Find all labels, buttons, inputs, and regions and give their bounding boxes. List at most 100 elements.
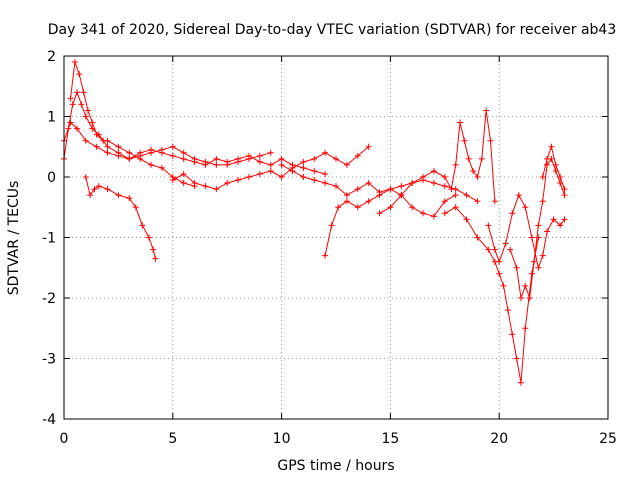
data-point [496,270,503,277]
data-point [213,155,220,162]
series-trace [444,206,539,384]
data-point [504,307,511,314]
y-tick-label: 2 [47,49,56,65]
data-point [126,149,133,156]
data-point [213,161,220,168]
data-point [333,183,339,190]
data-point [343,198,350,205]
data-point [522,204,529,211]
data-point [67,95,74,102]
data-point [463,216,470,223]
data-point [539,198,546,205]
data-point [224,158,231,165]
data-point [333,155,339,162]
data-point [256,170,263,177]
axis-ticks [63,55,609,420]
data-point [91,186,98,193]
data-point [441,198,448,205]
data-point [461,137,468,144]
data-point [430,167,437,174]
x-tick-label: 5 [168,431,177,447]
data-point [80,89,87,96]
data-point [513,355,520,362]
data-point [491,246,498,253]
data-point [561,216,568,223]
data-point [169,143,176,150]
data-point [300,164,307,171]
data-point [365,180,372,187]
satellite-track-10 [485,192,568,271]
data-point [398,192,405,199]
data-point [557,222,564,229]
x-tick-label: 15 [381,431,399,447]
series-trace [379,109,496,214]
series-trace [509,158,565,299]
data-point [528,234,535,241]
data-point [78,101,85,108]
data-point [522,282,529,289]
series-layer [61,59,568,386]
data-point [311,167,318,174]
data-point [448,186,455,193]
data-point [180,155,187,162]
data-point [465,155,472,162]
data-point [387,186,394,193]
data-point [485,222,492,229]
data-point [420,210,427,217]
data-point [82,137,89,144]
data-point [82,174,89,180]
data-point [365,143,372,150]
data-point [311,155,318,162]
data-point [180,170,187,177]
data-point [245,174,252,180]
data-point [256,158,263,165]
data-point [387,204,394,211]
data-point [115,152,122,159]
data-point [452,192,459,199]
y-tick-label: 0 [47,170,56,186]
data-point [474,198,481,205]
series-trace [281,164,456,217]
data-point [478,155,485,162]
data-point [487,137,494,144]
data-point [409,180,416,187]
data-point [137,149,144,156]
data-point [509,331,516,338]
data-point [485,246,492,253]
data-point [256,152,263,159]
data-point [191,158,198,165]
data-point [224,180,231,187]
data-point [420,174,427,180]
data-point [300,158,307,165]
y-tick-label: -4 [42,412,56,428]
data-point [507,246,514,253]
data-point [561,186,568,193]
data-point [82,113,89,120]
data-point [491,198,498,205]
data-point [509,210,516,217]
data-point [267,161,274,168]
data-point [74,89,81,96]
data-point [137,155,144,162]
data-point [67,119,74,126]
x-tick-labels: 0 5 10 15 20 25 [60,431,617,447]
data-point [470,167,477,174]
data-point [539,252,546,259]
satellite-track-5 [169,143,372,193]
data-point [517,295,524,301]
data-point [115,192,122,199]
data-point [474,234,481,241]
data-point [531,258,538,265]
data-point [539,174,546,180]
data-point [158,149,165,156]
data-point [483,107,490,114]
data-point [544,155,551,162]
data-point [126,195,133,202]
grid-lines [64,56,608,419]
data-point [328,222,335,229]
data-point [84,107,91,114]
data-point [343,161,350,168]
x-tick-label: 25 [599,431,617,447]
satellite-track-7 [322,177,481,259]
